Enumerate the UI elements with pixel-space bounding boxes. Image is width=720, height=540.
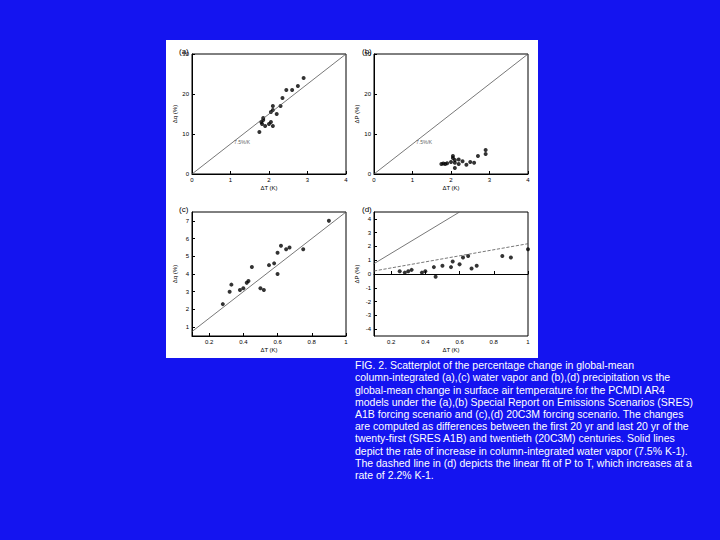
svg-text:0.6: 0.6 bbox=[273, 339, 282, 345]
svg-text:3: 3 bbox=[368, 230, 372, 236]
svg-text:are computed as differences be: are computed as differences between the … bbox=[355, 420, 692, 432]
svg-text:1: 1 bbox=[186, 324, 190, 330]
svg-text:20: 20 bbox=[364, 91, 371, 97]
svg-text:Δq (%): Δq (%) bbox=[172, 265, 178, 283]
svg-text:ΔT (K): ΔT (K) bbox=[260, 347, 277, 353]
svg-text:0.8: 0.8 bbox=[490, 339, 499, 345]
svg-text:0: 0 bbox=[186, 171, 190, 177]
svg-text:0.4: 0.4 bbox=[421, 339, 430, 345]
svg-text:4: 4 bbox=[526, 177, 530, 183]
svg-text:0.2: 0.2 bbox=[387, 339, 396, 345]
svg-text:0: 0 bbox=[368, 171, 372, 177]
svg-text:models under the (a),(b) Speci: models under the (a),(b) Special Report … bbox=[355, 396, 696, 408]
svg-text:0.2: 0.2 bbox=[205, 339, 214, 345]
svg-text:ΔT (K): ΔT (K) bbox=[442, 185, 459, 191]
svg-text:3: 3 bbox=[488, 177, 492, 183]
svg-text:-3: -3 bbox=[366, 312, 372, 318]
svg-text:4: 4 bbox=[368, 216, 372, 222]
svg-text:6: 6 bbox=[186, 236, 190, 242]
svg-text:10: 10 bbox=[364, 131, 371, 137]
svg-text:ΔT (K): ΔT (K) bbox=[260, 185, 277, 191]
svg-text:(a): (a) bbox=[179, 47, 189, 56]
svg-text:The dashed line in (d) depicts: The dashed line in (d) depicts the linea… bbox=[355, 457, 695, 469]
svg-text:0: 0 bbox=[372, 177, 376, 183]
svg-text:depict the rate of increase in: depict the rate of increase in column-in… bbox=[355, 445, 691, 457]
svg-text:7.5%/K: 7.5%/K bbox=[416, 139, 433, 145]
svg-text:0.4: 0.4 bbox=[239, 339, 248, 345]
svg-text:rate of 2.2% K-1.: rate of 2.2% K-1. bbox=[355, 469, 434, 481]
svg-text:(b): (b) bbox=[362, 47, 372, 56]
svg-text:3: 3 bbox=[186, 289, 190, 295]
svg-text:twenty-first (SRES A1B) and tw: twenty-first (SRES A1B) and twentieth (2… bbox=[355, 432, 678, 444]
svg-text:1: 1 bbox=[229, 177, 233, 183]
svg-text:ΔT (K): ΔT (K) bbox=[442, 347, 459, 353]
svg-text:0.8: 0.8 bbox=[308, 339, 317, 345]
svg-text:0: 0 bbox=[190, 177, 194, 183]
svg-text:-2: -2 bbox=[366, 299, 372, 305]
svg-text:global-mean change in surface: global-mean change in surface air temper… bbox=[355, 384, 668, 396]
svg-text:2: 2 bbox=[186, 306, 190, 312]
svg-text:ΔP (%): ΔP (%) bbox=[354, 105, 360, 124]
svg-text:column-integrated (a),(c) wate: column-integrated (a),(c) water vapor an… bbox=[355, 371, 673, 383]
svg-text:ΔP (%): ΔP (%) bbox=[354, 265, 360, 284]
svg-text:1: 1 bbox=[411, 177, 415, 183]
svg-text:0: 0 bbox=[368, 271, 372, 277]
svg-text:0.6: 0.6 bbox=[455, 339, 464, 345]
svg-text:20: 20 bbox=[182, 91, 189, 97]
svg-text:FIG. 2. Scatterplot of the per: FIG. 2. Scatterplot of the percentage ch… bbox=[355, 359, 637, 371]
svg-text:-1: -1 bbox=[366, 285, 372, 291]
svg-text:Δq (%): Δq (%) bbox=[172, 105, 178, 123]
svg-text:(d): (d) bbox=[362, 205, 372, 214]
svg-text:1: 1 bbox=[368, 257, 372, 263]
svg-text:1: 1 bbox=[526, 339, 530, 345]
svg-text:-4: -4 bbox=[366, 326, 372, 332]
svg-text:7: 7 bbox=[186, 218, 190, 224]
svg-text:4: 4 bbox=[186, 271, 190, 277]
svg-text:5: 5 bbox=[186, 253, 190, 259]
svg-text:2: 2 bbox=[368, 243, 372, 249]
svg-text:(c): (c) bbox=[179, 205, 189, 214]
svg-text:1: 1 bbox=[344, 339, 348, 345]
svg-text:4: 4 bbox=[344, 177, 348, 183]
svg-text:10: 10 bbox=[182, 131, 189, 137]
svg-text:3: 3 bbox=[306, 177, 310, 183]
svg-text:2: 2 bbox=[449, 177, 453, 183]
svg-text:2: 2 bbox=[267, 177, 271, 183]
svg-text:7.5%/K: 7.5%/K bbox=[234, 139, 251, 145]
svg-text:A1B forcing scenario and (c),(: A1B forcing scenario and (c),(d) 20C3M f… bbox=[355, 408, 686, 420]
